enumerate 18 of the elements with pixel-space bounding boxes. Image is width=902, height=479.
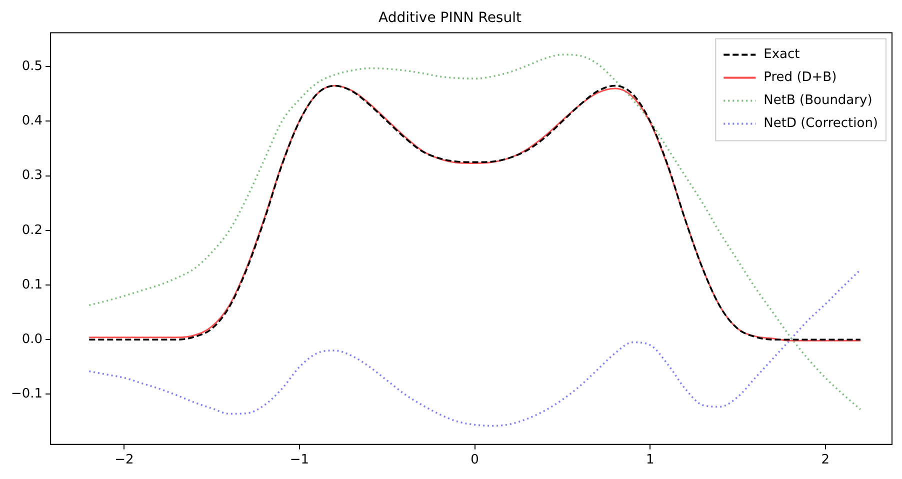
y-tick-label: 0.3 xyxy=(22,168,43,184)
legend-label: NetB (Boundary) xyxy=(764,93,872,108)
legend-label: Pred (D+B) xyxy=(764,70,837,86)
legend-label: Exact xyxy=(764,47,800,62)
y-tick-label: 0.0 xyxy=(22,332,43,347)
y-tick-label: 0.1 xyxy=(22,277,43,292)
x-tick-label: 2 xyxy=(821,452,830,468)
x-tick-label: 1 xyxy=(646,452,654,468)
chart-title: Additive PINN Result xyxy=(378,10,522,26)
line-series xyxy=(88,268,862,427)
x-tick-label: −1 xyxy=(290,452,310,468)
legend-label: NetD (Correction) xyxy=(764,116,878,132)
y-tick-label: 0.2 xyxy=(22,222,43,238)
y-tick-label: 0.5 xyxy=(22,59,43,74)
y-tick-label: −0.1 xyxy=(10,386,43,402)
y-tick-label: 0.4 xyxy=(22,114,43,129)
x-tick-label: 0 xyxy=(470,452,479,468)
x-tick-label: −2 xyxy=(114,452,134,468)
